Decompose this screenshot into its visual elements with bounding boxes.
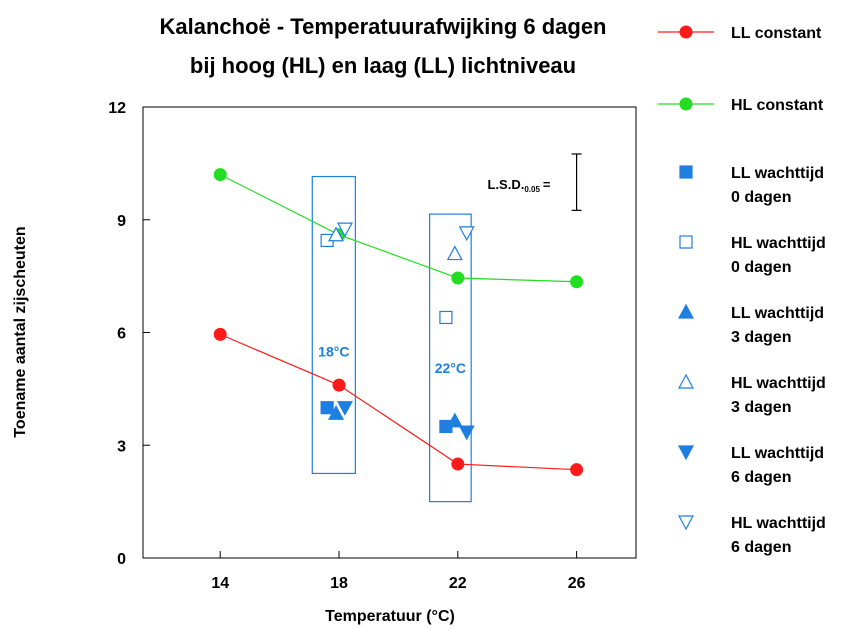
y-tick-label: 3	[117, 438, 126, 455]
data-point	[451, 457, 465, 471]
y-axis-ticks: 0 3 6 9 12	[108, 100, 150, 568]
x-tick-label: 14	[211, 575, 229, 592]
data-point	[458, 226, 475, 242]
legend-label: LL constant	[731, 25, 822, 42]
legend-label: HL wachttijd	[731, 375, 826, 392]
series-line	[219, 333, 577, 471]
legend-label: 0 dagen	[731, 259, 791, 276]
temperature-box	[311, 175, 356, 475]
y-tick-label: 12	[108, 100, 126, 117]
legend-marker	[679, 25, 693, 39]
y-axis-label: Toename aantal zijscheuten	[12, 226, 29, 437]
legend-item: LL wachttijd 3 dagen	[677, 303, 824, 346]
x-axis-ticks: 14 18 22 26	[211, 551, 586, 592]
legend-marker	[677, 445, 695, 461]
legend-label: LL wachttijd	[731, 165, 824, 182]
chart-title-line-2: bij hoog (HL) en laag (LL) lichtniveau	[190, 53, 576, 78]
legend-label: 3 dagen	[731, 329, 791, 346]
y-tick-label: 6	[117, 326, 126, 343]
data-point	[328, 405, 345, 420]
legend: LL constant HL constant LL wachttijd 0 dage…	[658, 25, 826, 556]
legend-label: 6 dagen	[731, 539, 791, 556]
legend-label: LL wachttijd	[731, 305, 824, 322]
legend-marker	[677, 373, 695, 389]
x-tick-label: 18	[330, 575, 348, 592]
data-point	[451, 271, 465, 285]
data-point	[213, 327, 227, 341]
data-point	[446, 412, 463, 428]
legend-item: LL constant	[658, 25, 822, 42]
data-point	[570, 463, 584, 477]
data-point	[439, 310, 453, 325]
legend-marker	[679, 165, 693, 179]
chart-title: Kalanchoë - Temperatuurafwijking 6 dagen…	[159, 14, 606, 78]
legend-item: LL wachttijd 6 dagen	[677, 445, 824, 486]
data-point	[213, 168, 227, 182]
data-point	[332, 378, 346, 392]
series-line	[219, 174, 577, 283]
series-markers	[213, 168, 584, 477]
legend-label: 6 dagen	[731, 469, 791, 486]
temperature-box-label: 22°C	[435, 360, 466, 376]
x-tick-label: 22	[449, 575, 467, 592]
legend-label: LL wachttijd	[731, 445, 824, 462]
chart-title-line-1: Kalanchoë - Temperatuurafwijking 6 dagen	[159, 14, 606, 39]
legend-marker	[679, 235, 693, 249]
legend-item: HL wachttijd 3 dagen	[677, 373, 826, 416]
lsd-label: L.S.D.0.05 =	[488, 177, 551, 194]
data-point	[570, 275, 584, 289]
data-point	[458, 425, 475, 441]
legend-label: HL constant	[731, 97, 824, 114]
temperature-box-label: 18°C	[318, 343, 349, 359]
legend-label: 3 dagen	[731, 399, 791, 416]
legend-label: 0 dagen	[731, 189, 791, 206]
data-point	[336, 401, 353, 416]
data-point	[320, 401, 334, 415]
data-point	[446, 245, 463, 261]
legend-item: HL constant	[658, 97, 824, 114]
x-tick-label: 26	[568, 575, 586, 592]
data-point	[336, 222, 353, 238]
y-tick-label: 9	[117, 213, 126, 230]
data-point	[328, 226, 345, 242]
x-axis-label: Temperatuur (°C)	[325, 608, 455, 625]
legend-marker	[679, 97, 693, 111]
legend-item: HL wachttijd 0 dagen	[679, 235, 826, 276]
lsd-annotation: L.S.D.0.05 =	[488, 153, 582, 211]
legend-item: LL wachttijd 0 dagen	[679, 165, 824, 206]
legend-marker	[677, 303, 695, 319]
legend-item: HL wachttijd 6 dagen	[677, 515, 826, 556]
legend-label: HL wachttijd	[731, 515, 826, 532]
temperature-box	[428, 213, 472, 503]
temperature-boxes: 18°C 22°C	[311, 175, 472, 503]
legend-label: HL wachttijd	[731, 235, 826, 252]
y-tick-label: 0	[117, 551, 126, 568]
series-lines	[219, 174, 577, 471]
legend-marker	[677, 515, 695, 531]
